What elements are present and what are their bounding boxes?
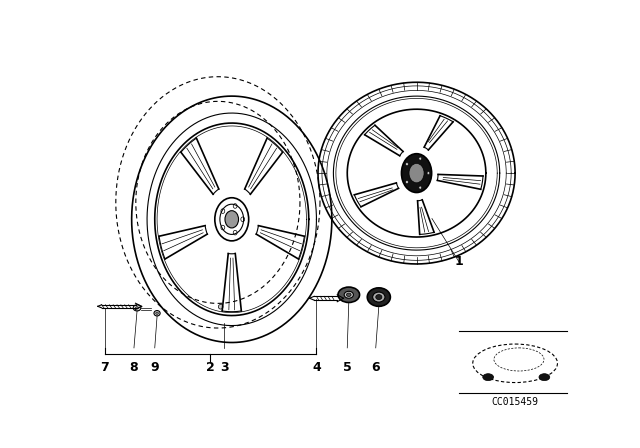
Ellipse shape: [483, 374, 493, 381]
Ellipse shape: [427, 172, 429, 175]
Text: 6: 6: [371, 362, 380, 375]
Text: 3: 3: [220, 362, 228, 375]
Text: 4: 4: [312, 362, 321, 375]
Text: 7: 7: [100, 362, 109, 375]
Ellipse shape: [409, 164, 424, 183]
Text: 5: 5: [343, 362, 351, 375]
Ellipse shape: [419, 186, 422, 189]
Circle shape: [218, 305, 223, 309]
Ellipse shape: [346, 293, 351, 297]
Ellipse shape: [136, 307, 139, 309]
Ellipse shape: [372, 292, 385, 302]
Ellipse shape: [406, 181, 408, 184]
Ellipse shape: [344, 291, 353, 298]
Ellipse shape: [376, 295, 382, 300]
Ellipse shape: [156, 312, 159, 314]
Ellipse shape: [419, 157, 422, 160]
Text: 9: 9: [150, 362, 159, 375]
Text: 1: 1: [454, 255, 463, 268]
Ellipse shape: [539, 374, 550, 381]
Ellipse shape: [401, 154, 431, 193]
Ellipse shape: [154, 310, 160, 316]
Ellipse shape: [367, 288, 390, 306]
Text: 8: 8: [130, 362, 138, 375]
Text: 2: 2: [206, 362, 214, 375]
Ellipse shape: [225, 211, 239, 228]
Ellipse shape: [133, 305, 141, 311]
Text: CC015459: CC015459: [492, 397, 539, 407]
Ellipse shape: [338, 287, 360, 302]
Ellipse shape: [406, 163, 408, 166]
